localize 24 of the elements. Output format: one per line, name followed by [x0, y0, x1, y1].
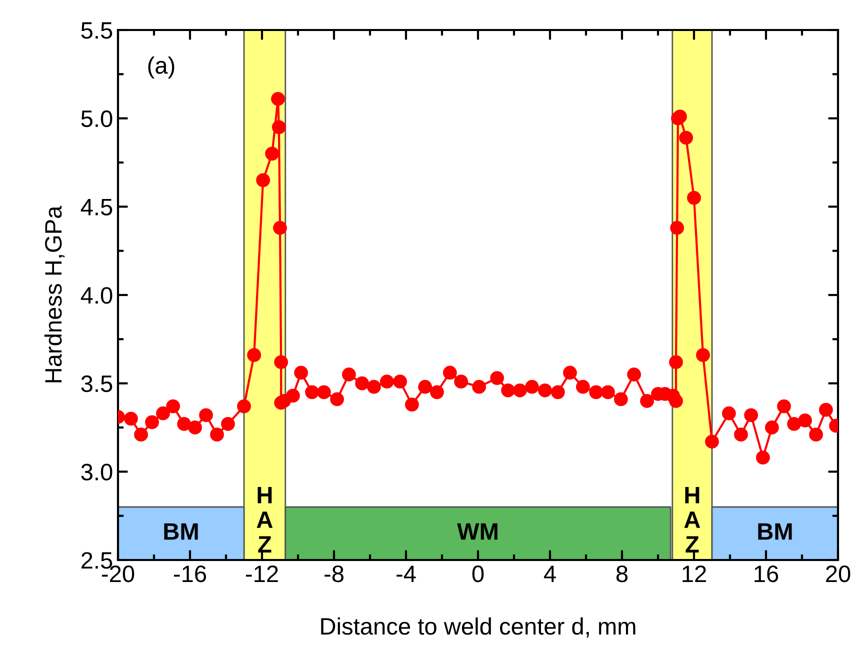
band-label: HAZ: [256, 487, 273, 552]
y-tick-label: 3.0: [81, 464, 112, 480]
y-tick-label: 5.0: [81, 110, 112, 128]
annotation: (a): [148, 56, 174, 78]
x-tick-label: -8: [324, 565, 344, 582]
y-tick-label: 3.5: [81, 375, 112, 392]
y-tick-label: 4.0: [80, 287, 112, 304]
x-tick-label: 4: [544, 566, 556, 582]
band-label: HAZ: [684, 487, 700, 552]
band-label: BM: [758, 523, 792, 540]
x-tick-label: 20: [826, 565, 850, 582]
x-tick-label: -12: [246, 565, 278, 582]
band-label: WM: [457, 523, 498, 540]
x-tick-label: -16: [174, 565, 206, 582]
x-axis-title: Distance to weld center d, mm: [321, 617, 636, 638]
y-tick-label: 4.5: [80, 198, 112, 216]
x-tick-label: 16: [754, 565, 778, 582]
x-tick-label: 12: [682, 565, 706, 582]
x-tick-label: -4: [396, 566, 416, 582]
x-tick-label: 0: [472, 565, 484, 582]
y-axis-title: Hardness H,GPa: [44, 206, 65, 382]
y-tick-label: 5.5: [81, 22, 112, 39]
x-tick-label: 8: [616, 565, 628, 582]
band-label: BM: [164, 523, 198, 540]
